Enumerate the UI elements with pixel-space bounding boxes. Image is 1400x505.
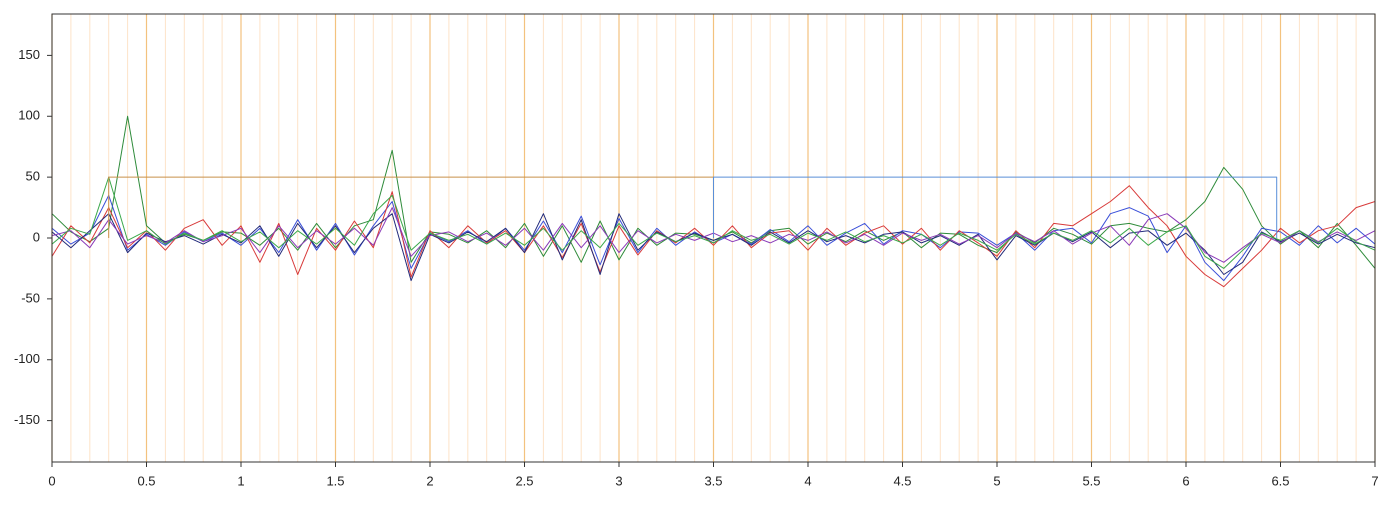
signal-line [51, 176, 1376, 269]
y-tick-label: -100 [14, 351, 40, 366]
plot-frame [51, 13, 1376, 463]
x-tick-label: 0.5 [137, 473, 155, 488]
y-tick-label: -50 [21, 290, 40, 305]
y-tick-label: 100 [18, 108, 40, 123]
x-tick-label: 1 [237, 473, 244, 488]
x-tick-label: 2 [426, 473, 433, 488]
x-tick-label: 0 [48, 473, 55, 488]
x-tick-label: 2.5 [515, 473, 533, 488]
x-tick-label: 7 [1371, 473, 1378, 488]
x-tick-label: 3.5 [704, 473, 722, 488]
x-tick-label: 5 [993, 473, 1000, 488]
signal-line [713, 176, 1278, 238]
y-tick-label: 0 [33, 229, 40, 244]
y-tick-label: -150 [14, 412, 40, 427]
signal-line [51, 213, 1376, 282]
x-tick-label: 4.5 [893, 473, 911, 488]
x-tick-label: 1.5 [326, 473, 344, 488]
x-tick-label: 5.5 [1082, 473, 1100, 488]
y-tick-label: 50 [26, 169, 40, 184]
y-tick-label: 150 [18, 47, 40, 62]
x-tick-label: 6 [1182, 473, 1189, 488]
x-tick-label: 4 [804, 473, 811, 488]
x-tick-label: 3 [615, 473, 622, 488]
signal-line [51, 185, 1376, 288]
x-tick-label: 6.5 [1271, 473, 1289, 488]
